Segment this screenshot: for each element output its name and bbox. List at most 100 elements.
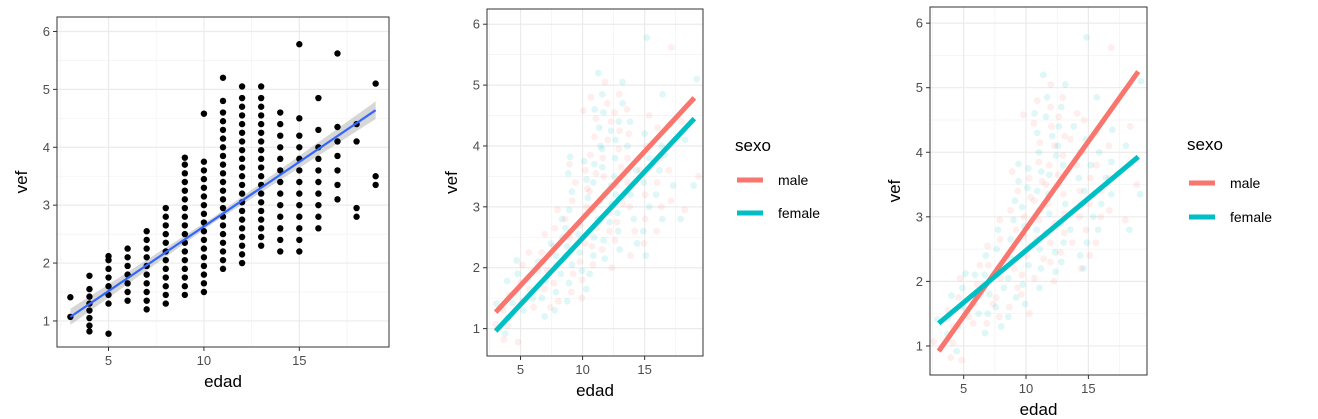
faint-point <box>1020 213 1028 221</box>
faint-point <box>520 306 528 314</box>
data-point <box>219 187 227 194</box>
faint-point <box>657 203 665 211</box>
data-point <box>315 178 322 186</box>
data-point <box>238 155 246 163</box>
faint-point <box>581 239 589 247</box>
panel-border <box>486 8 704 357</box>
faint-point <box>996 216 1004 224</box>
faint-point <box>558 215 566 223</box>
faint-point <box>566 160 573 168</box>
faint-point <box>1059 152 1067 159</box>
faint-point <box>1033 226 1041 234</box>
faint-point <box>681 136 689 144</box>
data-point <box>219 256 227 264</box>
data-point <box>181 230 189 238</box>
faint-point <box>1014 187 1022 195</box>
legend-title: sexo <box>735 136 771 155</box>
faint-point <box>1070 123 1078 130</box>
faint-point <box>567 288 575 296</box>
faint-point <box>695 173 702 180</box>
y-axis-title: vef <box>12 170 31 193</box>
data-point <box>315 190 322 197</box>
data-point <box>238 112 246 119</box>
y-tick-label: 5 <box>916 80 923 95</box>
faint-point <box>599 90 606 98</box>
data-point <box>86 314 93 322</box>
faint-point <box>591 133 598 141</box>
faint-point <box>1008 168 1016 176</box>
faint-point <box>645 154 653 162</box>
data-point <box>181 187 189 194</box>
faint-point <box>1108 126 1116 134</box>
faint-point <box>1014 284 1021 292</box>
legend: sexo male female <box>1187 135 1272 225</box>
faint-point <box>554 297 562 305</box>
faint-point <box>627 252 634 259</box>
faint-point <box>626 118 634 126</box>
faint-point <box>1094 226 1102 234</box>
faint-point <box>994 226 1002 234</box>
faint-point <box>1067 135 1074 143</box>
faint-point <box>541 285 548 293</box>
faint-point <box>1087 174 1094 182</box>
data-point <box>124 288 131 296</box>
faint-point <box>1030 274 1038 282</box>
data-point <box>334 196 341 203</box>
data-point <box>219 144 227 151</box>
data-point <box>143 297 150 304</box>
faint-point <box>501 330 509 337</box>
faint-point <box>1030 197 1038 205</box>
y-tick-label: 6 <box>916 16 923 31</box>
data-point <box>257 146 265 154</box>
faint-point <box>643 34 651 42</box>
data-point <box>277 201 284 209</box>
data-point <box>219 170 227 177</box>
data-point <box>219 265 227 273</box>
data-point <box>200 271 208 278</box>
faint-point <box>1077 265 1085 272</box>
data-point <box>277 225 284 232</box>
faint-point <box>1025 261 1032 269</box>
faint-point <box>1026 310 1033 318</box>
data-point <box>296 115 303 122</box>
faint-point <box>1107 158 1115 166</box>
faint-point <box>678 118 686 126</box>
faint-point <box>1035 216 1043 224</box>
faint-point <box>984 310 992 318</box>
x-tick-label: 10 <box>1019 381 1033 396</box>
faint-point <box>607 127 615 135</box>
faint-point <box>1068 239 1076 247</box>
faint-point <box>693 75 701 83</box>
data-point <box>277 190 284 197</box>
data-point <box>181 222 189 229</box>
faint-point <box>601 78 609 86</box>
faint-point <box>1023 184 1031 192</box>
faint-point <box>1082 226 1090 234</box>
faint-point <box>624 154 631 162</box>
faint-point <box>1125 226 1133 234</box>
data-point <box>257 120 265 128</box>
faint-point <box>1055 123 1063 130</box>
faint-point <box>582 285 590 293</box>
y-tick-label: 2 <box>43 256 50 271</box>
faint-point <box>541 230 549 238</box>
data-point <box>238 173 246 180</box>
data-point <box>334 181 341 189</box>
faint-point <box>603 99 611 107</box>
faint-point <box>652 191 660 199</box>
faint-point <box>576 258 584 266</box>
faint-point <box>633 166 640 174</box>
data-point <box>143 280 150 287</box>
data-point <box>257 242 265 249</box>
faint-point <box>1047 258 1054 266</box>
faint-point <box>973 281 981 289</box>
data-point <box>315 213 322 220</box>
data-point <box>200 175 208 183</box>
faint-point <box>530 303 538 311</box>
faint-point <box>1136 190 1144 198</box>
faint-point <box>583 203 590 211</box>
faint-point <box>1015 160 1022 168</box>
legend-label-female: female <box>1230 209 1272 225</box>
faint-point <box>631 227 639 235</box>
faint-point <box>641 191 649 199</box>
